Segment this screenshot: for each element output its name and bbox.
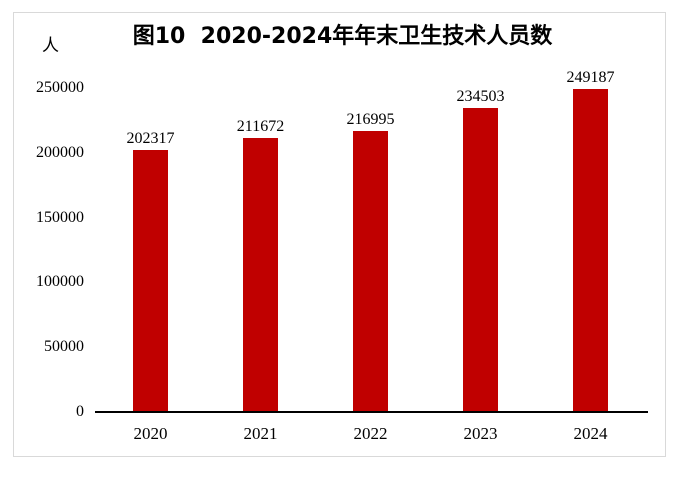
y-tick-label: 150000 — [36, 208, 84, 226]
x-tick-label-2022: 2022 — [353, 424, 388, 443]
y-tick-label: 250000 — [36, 79, 84, 96]
y-tick-label: 100000 — [36, 273, 84, 291]
bar-value-label-2023: 234503 — [456, 88, 505, 106]
y-axis-unit-label: 人 — [42, 36, 59, 55]
bar-value-label-2024: 249187 — [566, 69, 615, 87]
x-axis-line — [95, 411, 648, 413]
figure-border — [13, 12, 666, 457]
x-tick-label-2021: 2021 — [243, 424, 278, 443]
bar-value-label-2022: 216995 — [346, 110, 395, 128]
x-tick-label-2024: 2024 — [573, 424, 608, 443]
bar-2023 — [463, 108, 498, 412]
x-tick-label-2023: 2023 — [463, 424, 498, 443]
bar-2020 — [133, 149, 168, 412]
chart-title: 图10 2020-2024年年末卫生技术人员数 — [132, 24, 553, 49]
y-tick-label: 200000 — [36, 143, 84, 161]
y-tick-label: 0 — [76, 403, 84, 420]
bar-2024 — [573, 89, 608, 412]
bar-2021 — [243, 137, 278, 412]
bar-2022 — [353, 130, 388, 412]
y-tick-label: 50000 — [44, 338, 84, 356]
x-tick-label-2020: 2020 — [133, 424, 168, 443]
bar-value-label-2020: 202317 — [126, 129, 175, 147]
bar-value-label-2021: 211672 — [236, 117, 285, 135]
